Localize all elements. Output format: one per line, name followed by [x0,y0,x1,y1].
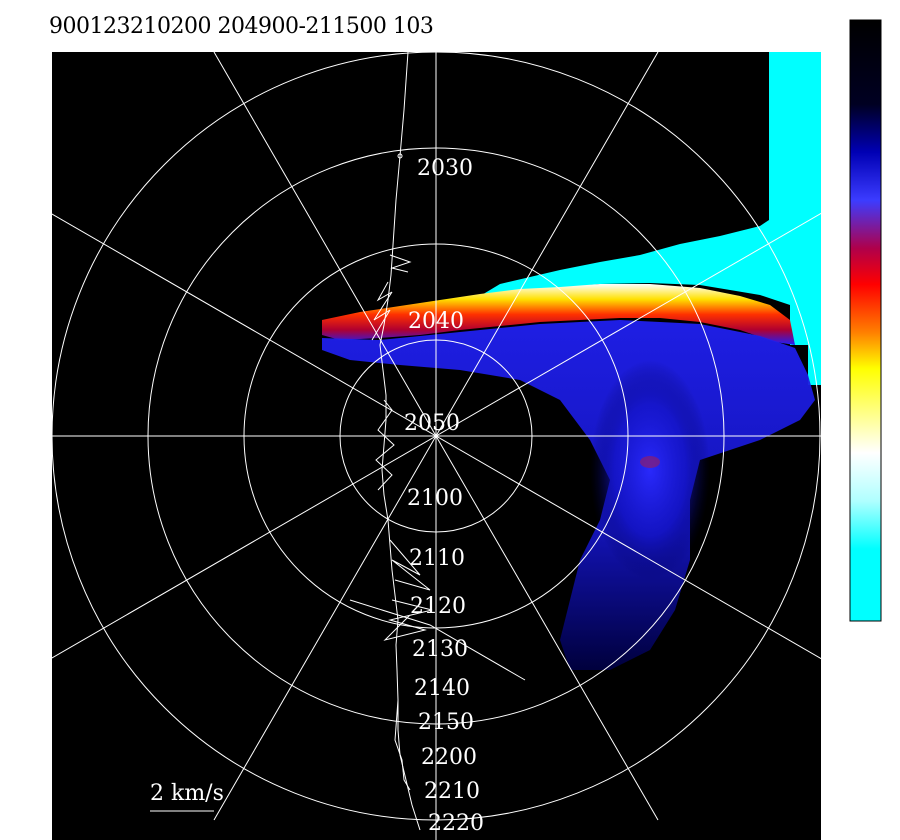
heatmap-image [322,52,821,670]
colorbar [849,19,882,622]
trace-line [394,699,411,791]
trace-line [349,599,526,681]
trace-line [371,281,393,341]
echo-spot [640,456,660,468]
frontal-band [322,284,795,345]
saturated-region [480,52,821,385]
time-label: 2040 [408,309,464,334]
trace-line [389,539,431,591]
trace-line [383,599,433,641]
scale-label: 2 km/s [150,781,224,806]
trace-line [375,399,395,491]
time-label: 2050 [404,411,460,436]
time-label: 2150 [418,710,474,735]
scale-bar: 2 km/s [150,781,224,812]
time-label: 2110 [409,546,465,571]
time-label: 2210 [424,779,480,804]
chart-title: 900123210200 204900-211500 103 [49,14,434,39]
trace-line [389,254,412,273]
time-label: 2220 [428,811,484,836]
trace-line [379,52,421,831]
trace-marker [397,153,403,159]
time-label: 2130 [412,637,468,662]
time-labels: 2030 2040 2050 2100 2110 2120 2130 2140 … [404,156,484,836]
spoke-120 [213,52,659,821]
time-label: 2030 [417,156,473,181]
time-label: 2200 [421,745,477,770]
time-label: 2140 [414,676,470,701]
wind-trace [349,52,526,831]
time-label: 2120 [410,594,466,619]
echo-core [590,360,710,580]
time-label: 2100 [407,486,463,511]
